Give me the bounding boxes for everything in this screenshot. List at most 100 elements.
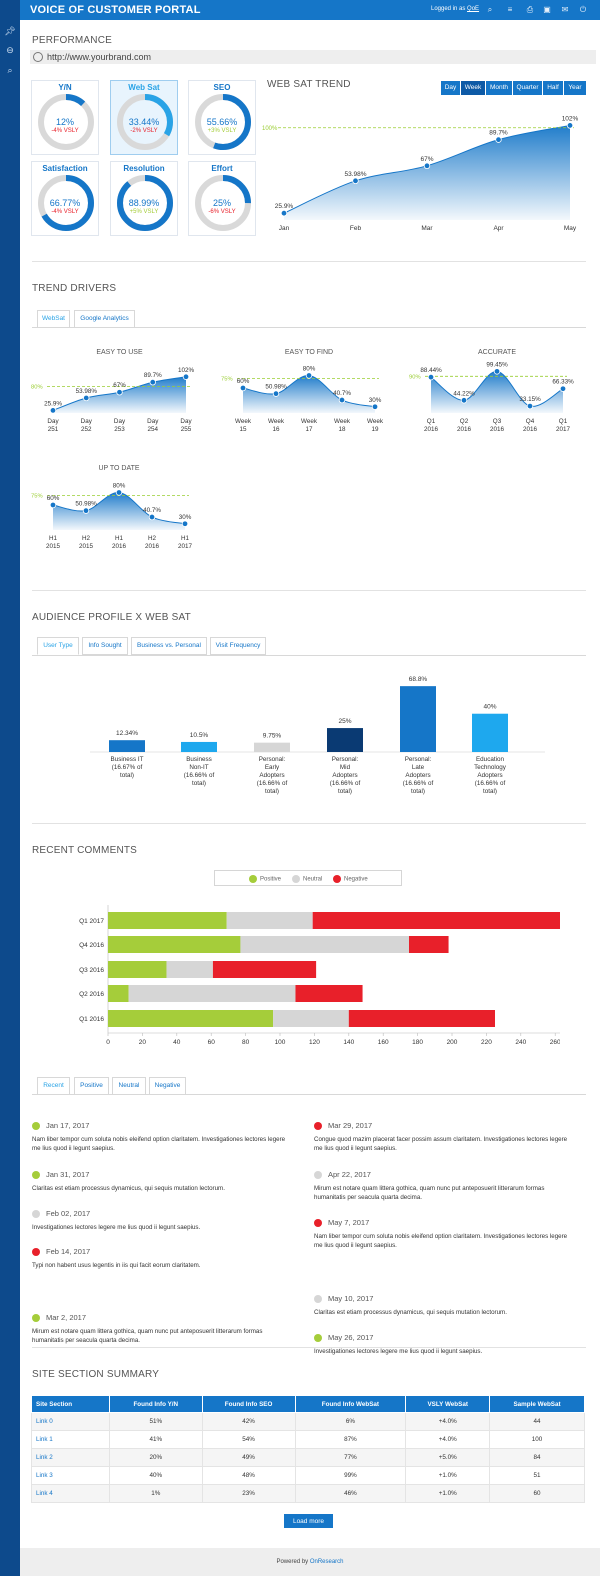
- data-point[interactable]: [149, 379, 156, 386]
- bar-segment-positive[interactable]: [108, 985, 129, 1002]
- bar-segment-neutral[interactable]: [240, 936, 409, 953]
- range-button-month[interactable]: Month: [486, 81, 512, 95]
- data-point[interactable]: [423, 162, 431, 170]
- tab-user-type[interactable]: User Type: [37, 637, 79, 655]
- data-point[interactable]: [82, 507, 90, 514]
- bar-segment-neutral[interactable]: [128, 985, 296, 1002]
- site-section-link[interactable]: Link 0: [31, 1412, 110, 1431]
- data-point[interactable]: [116, 389, 123, 396]
- kpi-tile-5[interactable]: Effort 25% -6% VSLY: [188, 161, 256, 236]
- bar[interactable]: [254, 742, 290, 752]
- bar[interactable]: [181, 741, 217, 752]
- tab-visit-frequency[interactable]: Visit Frequency: [210, 637, 266, 655]
- x-tick-label: Week: [334, 418, 351, 425]
- column-header[interactable]: Site Section: [31, 1395, 110, 1413]
- data-point[interactable]: [182, 373, 190, 380]
- bar-segment-neutral[interactable]: [273, 1010, 349, 1027]
- tab-recent[interactable]: Recent: [37, 1077, 70, 1095]
- data-point[interactable]: [305, 372, 313, 379]
- bar-segment-negative[interactable]: [212, 961, 317, 978]
- column-header[interactable]: Found Info Y/N: [108, 1395, 203, 1413]
- data-point[interactable]: [566, 122, 574, 129]
- data-point[interactable]: [526, 402, 534, 410]
- range-button-year[interactable]: Year: [564, 81, 586, 95]
- power-icon[interactable]: ⏻: [579, 5, 587, 14]
- column-header[interactable]: Found Info WebSat: [294, 1395, 407, 1413]
- search-icon[interactable]: ⌕: [487, 5, 493, 14]
- bar-segment-negative[interactable]: [348, 1010, 495, 1027]
- data-point[interactable]: [371, 403, 379, 410]
- print-icon[interactable]: ⎙: [526, 5, 534, 14]
- data-point[interactable]: [427, 373, 435, 381]
- data-point[interactable]: [181, 520, 189, 527]
- bar-segment-positive[interactable]: [108, 936, 241, 953]
- data-point[interactable]: [338, 396, 346, 404]
- tab-info-sought[interactable]: Info Sought: [82, 637, 128, 655]
- column-header[interactable]: Sample WebSat: [489, 1395, 585, 1413]
- bar-segment-neutral[interactable]: [166, 961, 213, 978]
- kpi-tile-2[interactable]: SEO 55.66% +3% VSLY: [188, 80, 256, 155]
- data-point[interactable]: [49, 501, 57, 509]
- range-button-day[interactable]: Day: [441, 81, 460, 95]
- data-point[interactable]: [239, 384, 247, 392]
- category-label: Early: [265, 764, 280, 771]
- bar[interactable]: [109, 740, 145, 752]
- data-point[interactable]: [272, 390, 280, 397]
- data-point[interactable]: [559, 385, 567, 392]
- legend-negative[interactable]: Negative: [333, 875, 368, 883]
- site-section-link[interactable]: Link 2: [31, 1448, 110, 1467]
- bar[interactable]: [472, 713, 508, 752]
- x-tick-label: 2016: [112, 543, 127, 550]
- mail-icon[interactable]: ✉: [561, 5, 569, 14]
- site-section-link[interactable]: Link 4: [31, 1484, 110, 1503]
- data-point[interactable]: [115, 489, 123, 496]
- range-button-half[interactable]: Half: [543, 81, 563, 95]
- bar[interactable]: [327, 728, 363, 752]
- tab-websat[interactable]: WebSat: [37, 310, 70, 328]
- list-icon[interactable]: ≡: [507, 5, 513, 14]
- tab-business-vs-personal[interactable]: Business vs. Personal: [131, 637, 207, 655]
- bar-segment-negative[interactable]: [295, 985, 363, 1002]
- bar-segment-negative[interactable]: [409, 936, 449, 953]
- legend-positive[interactable]: Positive: [249, 875, 281, 883]
- bar-segment-positive[interactable]: [108, 1010, 274, 1027]
- kpi-delta: +5% VSLY: [129, 209, 159, 215]
- tab-negative[interactable]: Negative: [149, 1077, 186, 1095]
- bar-segment-positive[interactable]: [108, 912, 227, 929]
- site-section-link[interactable]: Link 3: [31, 1466, 110, 1485]
- bar-segment-neutral[interactable]: [226, 912, 313, 929]
- load-more-button[interactable]: Load more: [284, 1514, 333, 1528]
- data-point[interactable]: [493, 368, 501, 375]
- data-point[interactable]: [280, 209, 288, 217]
- search-icon[interactable]: ⌕: [7, 65, 13, 75]
- comment-date: May 7, 2017: [328, 1218, 370, 1227]
- range-button-quarter[interactable]: Quarter: [513, 81, 542, 95]
- data-point[interactable]: [460, 397, 468, 404]
- data-point[interactable]: [495, 136, 502, 143]
- range-button-week[interactable]: Week: [461, 81, 485, 95]
- legend-neutral[interactable]: Neutral: [292, 875, 322, 883]
- kpi-tile-4[interactable]: Resolution 88.99% +5% VSLY: [110, 161, 178, 236]
- login-user-link[interactable]: QoE: [467, 6, 480, 12]
- data-point[interactable]: [49, 407, 57, 414]
- tab-neutral[interactable]: Neutral: [112, 1077, 146, 1095]
- minus-circle-icon[interactable]: ⊖: [6, 45, 14, 55]
- tab-positive[interactable]: Positive: [74, 1077, 109, 1095]
- bar[interactable]: [400, 686, 436, 752]
- column-header[interactable]: Found Info SEO: [201, 1395, 296, 1413]
- footer-brand-link[interactable]: OnResearch: [309, 1559, 344, 1565]
- save-icon[interactable]: ▣: [543, 5, 551, 14]
- data-point[interactable]: [148, 513, 156, 521]
- tab-google-analytics[interactable]: Google Analytics: [74, 310, 135, 328]
- column-header[interactable]: VSLY WebSat: [405, 1395, 491, 1413]
- pin-icon[interactable]: 📌︎: [4, 26, 16, 36]
- kpi-tile-3[interactable]: Satisfaction 66.77% -4% VSLY: [31, 161, 99, 236]
- kpi-tile-0[interactable]: Y/N 12% -4% VSLY: [31, 80, 99, 155]
- site-section-link[interactable]: Link 1: [31, 1430, 110, 1449]
- bar-segment-negative[interactable]: [312, 912, 560, 929]
- data-point[interactable]: [83, 394, 90, 402]
- kpi-tile-1[interactable]: Web Sat 33.44% -2% VSLY: [110, 80, 178, 155]
- data-point[interactable]: [352, 177, 359, 185]
- x-tick-label: 251: [48, 426, 59, 433]
- bar-segment-positive[interactable]: [108, 961, 167, 978]
